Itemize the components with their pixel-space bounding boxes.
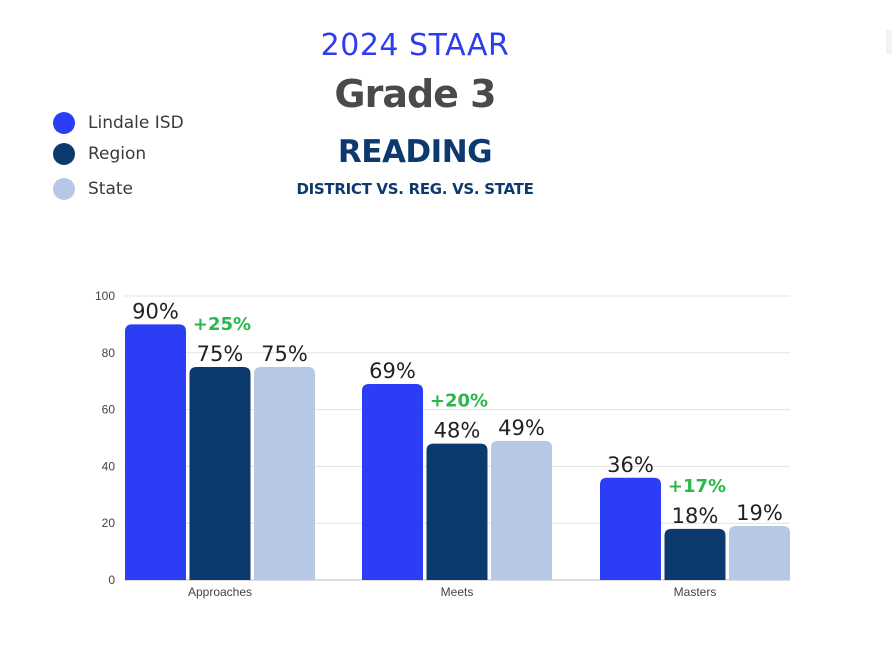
bar-masters-2 — [729, 526, 790, 580]
bar-meets-1 — [426, 443, 488, 580]
y-tick-label-40: 40 — [102, 459, 116, 473]
bar-meets-2 — [491, 440, 552, 580]
data-label-masters-2: 19% — [736, 501, 783, 525]
legend-label-lindale: Lindale ISD — [88, 113, 184, 133]
data-label-meets-0: 69% — [369, 359, 416, 383]
header-year-title: 2024 STAAR — [320, 28, 510, 63]
bar-masters-1 — [664, 528, 726, 580]
legend-item-region: Region — [53, 141, 233, 165]
data-label-approaches-1: 75% — [197, 342, 244, 366]
bar-meets-0 — [362, 384, 423, 580]
y-tick-label-20: 20 — [102, 516, 116, 530]
difference-annotation-meets: +20% — [430, 391, 488, 412]
legend-swatch-lindale — [53, 112, 75, 134]
y-tick-label-60: 60 — [102, 403, 116, 417]
difference-annotation-masters: +17% — [668, 476, 726, 497]
data-label-approaches-0: 90% — [132, 299, 179, 323]
data-label-masters-1: 18% — [672, 504, 719, 528]
legend-label-region: Region — [88, 144, 147, 164]
bar-masters-0 — [600, 477, 661, 580]
x-tick-label-meets: Meets — [441, 585, 474, 599]
header-grade-title: Grade 3 — [334, 72, 496, 116]
x-tick-label-approaches: Approaches — [188, 585, 252, 599]
x-tick-label-masters: Masters — [674, 585, 717, 599]
y-tick-label-80: 80 — [102, 346, 116, 360]
data-label-meets-2: 49% — [498, 416, 545, 440]
data-label-approaches-2: 75% — [261, 342, 308, 366]
legend-swatch-region — [53, 143, 75, 165]
y-tick-label-100: 100 — [95, 289, 115, 303]
edge-artifact — [886, 30, 892, 54]
header-comparison-subtitle: DISTRICT VS. REG. VS. STATE — [296, 180, 534, 198]
difference-annotation-approaches: +25% — [193, 314, 251, 335]
bar-approaches-0 — [125, 324, 186, 580]
y-tick-label-0: 0 — [108, 573, 115, 587]
legend-swatch-state — [53, 178, 75, 200]
data-label-masters-0: 36% — [607, 453, 654, 477]
data-label-meets-1: 48% — [434, 419, 481, 443]
bar-approaches-1 — [189, 367, 251, 580]
legend-label-state: State — [88, 179, 133, 199]
legend-item-lindale: Lindale ISD — [53, 110, 233, 134]
legend-item-state: State — [53, 176, 233, 200]
bar-approaches-2 — [254, 367, 315, 580]
header-subject-title: READING — [337, 134, 493, 170]
